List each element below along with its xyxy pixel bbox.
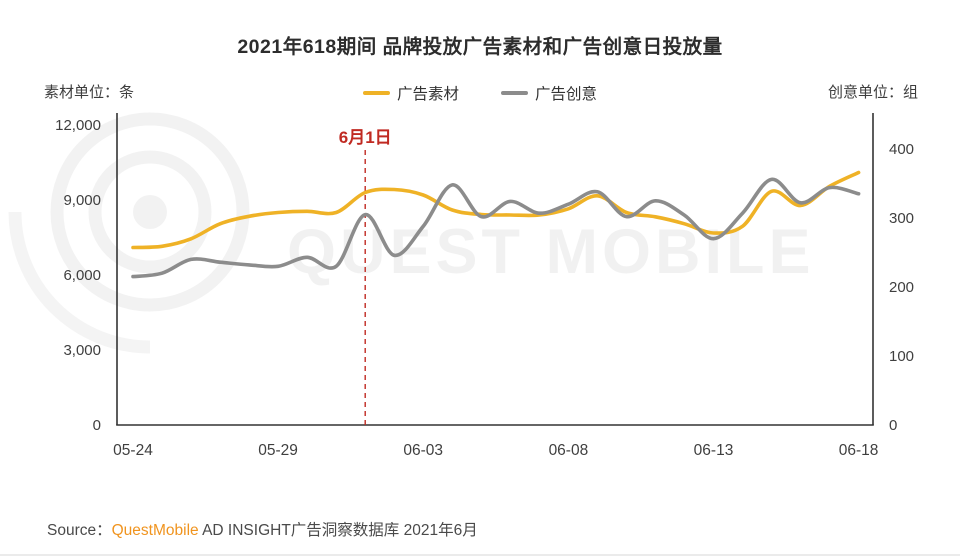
axes: [116, 113, 874, 426]
right-axis-unit-label: 创意单位：组: [827, 84, 918, 101]
watermark-logo-dot: [133, 195, 167, 229]
right-axis-tick-labels: 0 100 200 300 400: [889, 141, 914, 434]
legend: 广告素材 广告创意: [0, 82, 960, 104]
left-tick-label: 3,000: [63, 342, 101, 359]
source-brand: QuestMobile: [111, 522, 199, 539]
watermark-logo-ring-inner: [88, 150, 212, 274]
page-title: 2021年618期间 品牌投放广告素材和广告创意日投放量: [237, 36, 723, 58]
watermark-logo-arc: [8, 211, 151, 354]
legend-item-ad-material[interactable]: 广告素材: [362, 82, 459, 104]
series-line-ad-creative[interactable]: [131, 177, 861, 279]
x-tick-label: 05-29: [258, 442, 298, 459]
left-tick-label: 0: [93, 417, 101, 434]
source-prefix: Source：: [47, 522, 112, 539]
right-tick-label: 400: [889, 141, 914, 158]
legend-line-swatch-gray: [501, 90, 528, 96]
left-tick-label: 6,000: [63, 267, 101, 284]
x-axis-tick-labels: 05-24 05-29 06-03 06-08 06-13 06-18: [113, 442, 878, 459]
right-tick-label: 200: [889, 279, 914, 296]
legend-line-swatch-yellow: [362, 90, 390, 96]
questmobile-watermark: QUEST MOBILE: [8, 112, 815, 354]
left-tick-label: 9,000: [63, 192, 101, 209]
x-tick-label: 06-13: [694, 442, 734, 459]
right-tick-label: 0: [889, 417, 897, 434]
bottom-divider: [0, 554, 960, 556]
left-axis-unit-label: 素材单位：条: [44, 84, 135, 101]
right-tick-label: 300: [889, 210, 914, 227]
source-line: Source：QuestMobile AD INSIGHT广告洞察数据库 202…: [47, 518, 478, 540]
left-axis-tick-labels: 0 3,000 6,000 9,000 12,000: [55, 117, 101, 434]
x-tick-label: 06-08: [549, 442, 589, 459]
watermark-text: QUEST MOBILE: [287, 217, 815, 287]
right-tick-label: 100: [889, 348, 914, 365]
x-tick-label: 06-18: [839, 442, 879, 459]
x-tick-label: 05-24: [113, 442, 153, 459]
legend-label-ad-material: 广告素材: [396, 86, 459, 103]
source-rest: AD INSIGHT广告洞察数据库 2021年6月: [198, 522, 478, 539]
watermark-logo-ring-outer: [50, 112, 250, 312]
june1-annotation-label: 6月1日: [339, 128, 392, 147]
x-tick-label: 06-03: [403, 442, 443, 459]
legend-item-ad-creative[interactable]: 广告创意: [501, 82, 597, 104]
left-tick-label: 12,000: [55, 117, 101, 134]
legend-label-ad-creative: 广告创意: [535, 86, 598, 103]
series-line-ad-material[interactable]: [131, 170, 861, 250]
